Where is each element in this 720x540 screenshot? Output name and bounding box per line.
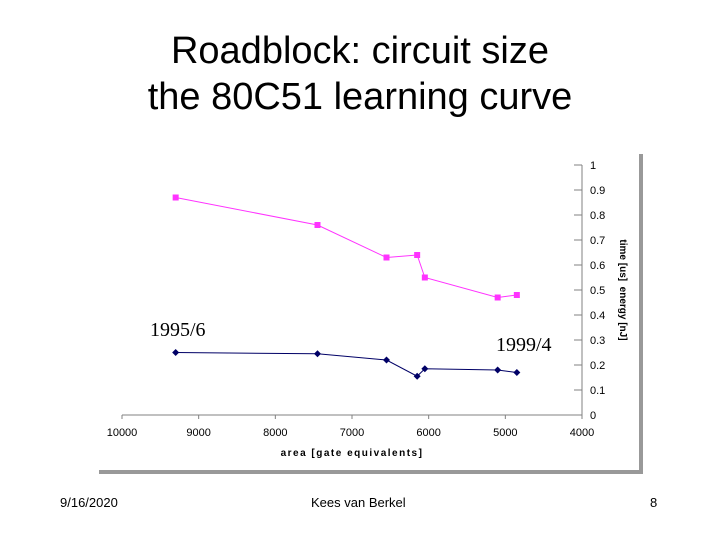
y-tick-label: 0.9: [590, 185, 605, 197]
series-1-point: [414, 252, 421, 258]
x-tick-label: 6000: [416, 427, 440, 439]
y-tick-label: 0.5: [590, 285, 605, 297]
series-1-point: [172, 194, 179, 201]
y-tick-label: 0.2: [590, 360, 605, 372]
x-tick-label: 8000: [263, 427, 287, 439]
y-tick-label: 1: [590, 160, 596, 172]
x-tick-label: 4000: [570, 427, 594, 439]
series-1-point: [513, 292, 520, 298]
y-tick-label: 0: [590, 410, 596, 422]
y-tick-label: 0.4: [590, 310, 605, 322]
x-tick-label: 9000: [186, 427, 210, 439]
y-tick-label: 0.3: [590, 335, 605, 347]
y-tick-label: 0.1: [590, 385, 605, 397]
title-line-2: the 80C51 learning curve: [147, 76, 573, 118]
series-2-point: [513, 369, 521, 376]
y-tick-label: 0.8: [590, 210, 605, 222]
x-axis-title: area [gate equivalents]: [281, 448, 424, 459]
series-2-point: [172, 349, 180, 356]
slide-title: Roadblock: circuit size the 80C51 learni…: [0, 28, 720, 120]
y-tick-label: 0.7: [590, 235, 605, 247]
footer-page-number: 8: [650, 495, 658, 510]
series-1-point: [494, 294, 501, 301]
chart-frame: [95, 150, 639, 470]
x-tick-label: 7000: [340, 427, 364, 439]
y-axis-title: time [us] energy [nJ]: [617, 239, 628, 340]
footer-date: 9/16/2020: [60, 495, 118, 510]
series-1-point: [383, 254, 390, 261]
series-2-point: [383, 356, 390, 364]
series-2-point: [413, 372, 421, 380]
title-line-1: Roadblock: circuit size: [170, 30, 550, 72]
series-2-point: [421, 365, 429, 373]
y-tick-label: 0.6: [590, 260, 605, 272]
x-tick-label: 10000: [107, 427, 138, 439]
series-2-point: [314, 350, 321, 358]
x-tick-label: 5000: [493, 427, 517, 439]
annotation-1999: 1999/4: [496, 334, 552, 356]
series-1-point: [314, 222, 321, 228]
annotation-1995: 1995/6: [150, 319, 206, 341]
series-2-point: [494, 366, 502, 374]
footer-author: Kees van Berkel: [311, 495, 406, 510]
series-1-point: [421, 274, 428, 281]
